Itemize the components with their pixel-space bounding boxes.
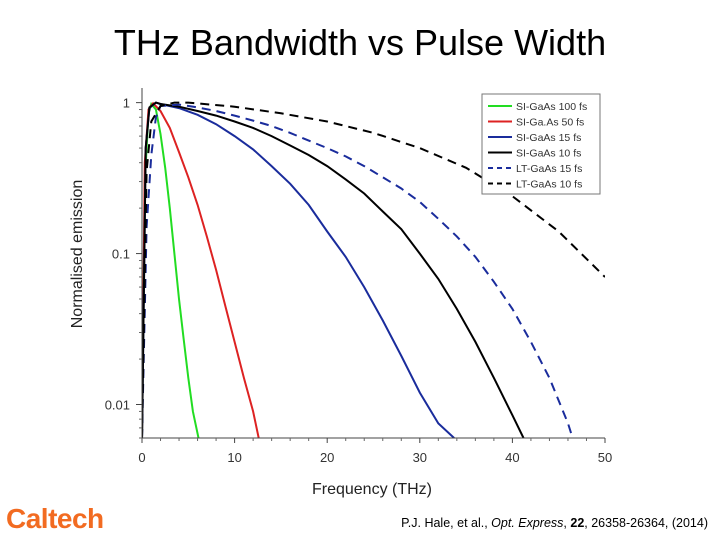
legend-label: SI-Ga.As 50 fs	[516, 117, 584, 129]
citation-authors: P.J. Hale, et al.,	[401, 516, 492, 530]
series-line-6	[142, 101, 605, 438]
x-tick-label: 10	[227, 450, 241, 465]
citation-pages: , 26358-26364, (2014)	[584, 516, 708, 530]
legend-box	[481, 93, 601, 195]
x-tick-label: 50	[598, 450, 612, 465]
series-line-5	[142, 103, 574, 438]
chart: 0 10 20 30 40 50 1 0.1 0.01 SI-GaAs 100 fs SI-Ga.…	[62, 82, 620, 500]
citation: P.J. Hale, et al., Opt. Express, 22, 263…	[401, 516, 708, 530]
legend: SI-GaAs 100 fs SI-Ga.As 50 fs SI-GaAs 15 f…	[481, 93, 601, 195]
x-tick-label: 0	[138, 450, 145, 465]
y-axis-label: Normalised emission	[69, 180, 86, 329]
slide-title: THz Bandwidth vs Pulse Width	[113, 22, 607, 63]
caltech-logo: Caltech	[6, 503, 104, 534]
plot-area	[142, 101, 605, 438]
citation-journal: Opt. Express	[491, 516, 564, 530]
legend-label: SI-GaAs 15 fs	[516, 132, 581, 144]
legend-label: LT-GaAs 15 fs	[516, 163, 582, 175]
legend-label: SI-GaAs 10 fs	[516, 148, 581, 160]
series-line-1	[142, 101, 200, 438]
legend-label: LT-GaAs 10 fs	[516, 179, 582, 191]
chart-svg: 0 10 20 30 40 50 1 0.1 0.01 SI-GaAs 100 fs SI-Ga.…	[69, 88, 612, 498]
series-line-4	[142, 101, 525, 438]
series-line-2	[142, 101, 260, 438]
axes: 0 10 20 30 40 50 1 0.1 0.01	[105, 88, 612, 465]
y-tick-label: 0.1	[112, 247, 130, 262]
x-tick-label: 30	[413, 450, 427, 465]
x-tick-label: 40	[505, 450, 519, 465]
y-tick-label: 1	[123, 96, 130, 111]
citation-separator: ,	[563, 516, 571, 530]
x-tick-label: 20	[320, 450, 334, 465]
citation-volume: 22	[570, 516, 585, 530]
x-axis-label: Frequency (THz)	[312, 481, 432, 498]
y-tick-label: 0.01	[105, 398, 130, 413]
legend-label: SI-GaAs 100 fs	[516, 101, 587, 113]
